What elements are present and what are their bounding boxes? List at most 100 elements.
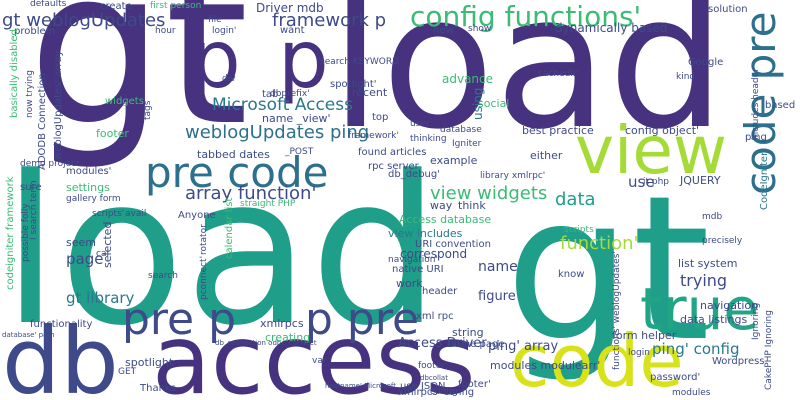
- cloud-word: db_debug': [388, 169, 440, 180]
- cloud-word: straight PHP: [240, 199, 296, 209]
- cloud-word: kind: [676, 72, 696, 82]
- cloud-word: found articles: [358, 147, 427, 158]
- cloud-word: ADODB Connection: [37, 73, 48, 170]
- cloud-word: file: [208, 15, 222, 25]
- cloud-word: search: [148, 271, 178, 281]
- cloud-word: first person: [150, 1, 202, 11]
- cloud-word: now trying: [25, 70, 35, 118]
- cloud-word: Thanks: [140, 383, 176, 394]
- cloud-word: JQUERY: [680, 174, 721, 187]
- cloud-word: data listings: [680, 313, 748, 326]
- cloud-word: _POST: [285, 147, 314, 157]
- cloud-word: based: [765, 100, 796, 111]
- cloud-word: dbprefix': [270, 89, 310, 99]
- cloud-word: gt library: [66, 289, 135, 307]
- cloud-word: password': [650, 372, 701, 383]
- cloud-word: database' path: [2, 331, 55, 339]
- cloud-word: p pre: [305, 294, 420, 345]
- cloud-word: db: [2, 308, 119, 400]
- cloud-word: xml rpc: [416, 311, 454, 322]
- cloud-word: Wordpress: [712, 356, 765, 367]
- cloud-word: weblogUpdates ping: [185, 122, 370, 143]
- cloud-word: login: [628, 348, 650, 358]
- cloud-word: basically disabled: [9, 29, 20, 118]
- cloud-word: cal: [96, 249, 109, 259]
- cloud-word: scripts': [92, 209, 125, 219]
- cloud-word: precisely: [702, 236, 743, 246]
- cloud-word: URI convention: [415, 239, 491, 250]
- cloud-word: pre code: [145, 148, 329, 197]
- cloud-word: dbcollat: [420, 374, 448, 382]
- cloud-word: page: [66, 250, 104, 268]
- cloud-word: ping' array: [488, 339, 559, 354]
- cloud-word: database: [440, 125, 482, 135]
- cloud-word: user: [410, 119, 430, 129]
- cloud-word: string: [452, 326, 484, 339]
- cloud-word: advance: [442, 72, 494, 86]
- cloud-word: list system: [678, 257, 738, 270]
- cloud-word: navigation': [388, 255, 438, 265]
- cloud-word: true: [640, 275, 760, 343]
- cloud-word: pre p: [122, 294, 237, 345]
- cloud-word: access: [152, 304, 476, 400]
- cloud-word: I search term: [29, 180, 39, 240]
- cloud-word: db_connection odbc_connect: [215, 339, 317, 347]
- cloud-word: think: [458, 199, 486, 212]
- cloud-word: way: [430, 199, 453, 212]
- cloud-word: know: [558, 269, 585, 280]
- cloud-word: trying: [680, 271, 728, 290]
- cloud-word: ping: [745, 132, 767, 143]
- cloud-word: best practice: [522, 124, 594, 137]
- cloud-word: search KEYWORD: [320, 57, 400, 67]
- cloud-word: thinking: [410, 134, 447, 144]
- cloud-word: gt: [28, 0, 249, 173]
- cloud-word: load: [330, 0, 726, 170]
- cloud-word: view widgets: [430, 183, 548, 204]
- cloud-word: function': [560, 233, 639, 254]
- cloud-word: Access database: [399, 213, 492, 226]
- cloud-word: want: [280, 25, 305, 36]
- cloud-word: login': [212, 26, 237, 36]
- cloud-word: form helper: [612, 329, 677, 342]
- cloud-word: weblogUpdates' array: [53, 50, 64, 161]
- cloud-word: demo project: [20, 159, 80, 169]
- cloud-word: modules modulearr': [490, 359, 601, 372]
- cloud-word: pconnect': [199, 255, 209, 300]
- cloud-word: config: [430, 387, 458, 397]
- cloud-word: it php: [643, 177, 670, 187]
- cloud-word: new: [433, 25, 454, 36]
- cloud-word: load: [2, 133, 441, 371]
- cloud-word: scripts: [564, 225, 594, 235]
- cloud-word: cachedir': [538, 69, 580, 79]
- cloud-word: recent: [352, 86, 388, 99]
- cloud-word: framework p: [272, 10, 387, 31]
- cloud-word: sure: [20, 182, 42, 193]
- cloud-word: spotlight': [330, 79, 377, 90]
- cloud-word: either: [530, 149, 563, 162]
- cloud-word: gt weblogUpdates: [2, 10, 166, 31]
- cloud-word: code: [510, 319, 684, 400]
- cloud-word: xmlrpcs: [260, 317, 304, 330]
- cloud-word: gt: [505, 153, 711, 386]
- cloud-word: footer': [418, 361, 448, 371]
- cloud-word: Microsoft Access: [212, 95, 353, 115]
- cloud-word: rpc server: [368, 161, 419, 172]
- cloud-word: p: [190, 13, 241, 106]
- cloud-word: widgets: [105, 96, 144, 107]
- cloud-word: defaults: [30, 0, 67, 9]
- cloud-word: tabbed dates: [197, 148, 270, 161]
- cloud-word: Google: [688, 57, 724, 68]
- cloud-word: home page: [448, 339, 505, 350]
- cloud-word: avail: [125, 209, 147, 219]
- cloud-word: Ignoring: [751, 302, 761, 340]
- cloud-word: modules: [672, 388, 711, 398]
- cloud-word: view: [575, 112, 727, 189]
- cloud-word: CakePHP Ignoring: [764, 310, 774, 390]
- cloud-word: navigation: [700, 299, 759, 312]
- cloud-word: CodeIgniter: [759, 151, 770, 210]
- cloud-word: config functions': [410, 0, 642, 33]
- cloud-word: Igniter: [452, 139, 482, 149]
- cloud-word: calendar list: [224, 197, 235, 259]
- cloud-word: Anyone: [178, 210, 216, 221]
